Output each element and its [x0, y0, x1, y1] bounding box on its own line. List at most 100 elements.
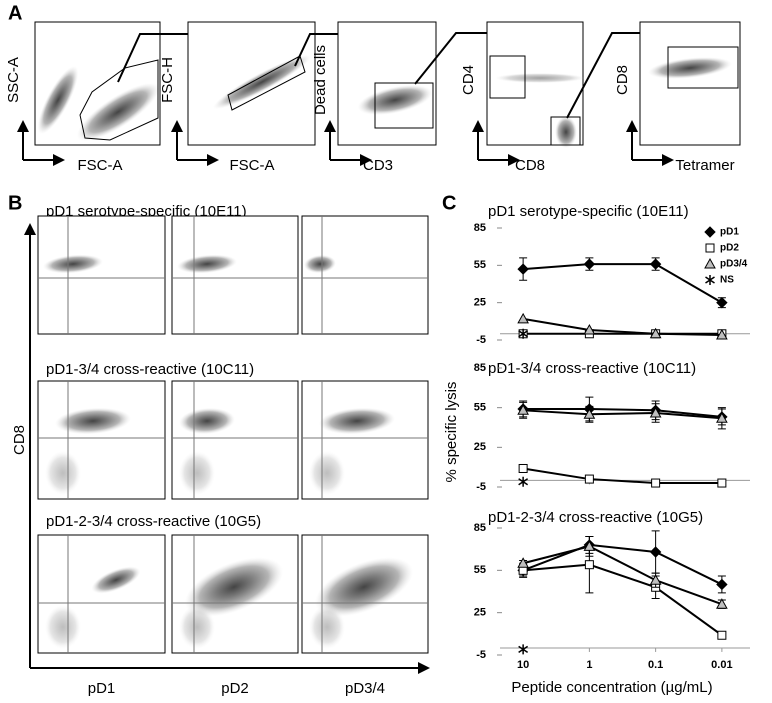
- cell-cloud: [37, 66, 79, 134]
- cell-cloud: [213, 54, 311, 110]
- gate-arrow: [117, 26, 209, 83]
- gate: [667, 46, 739, 89]
- axis-label: pD2: [221, 680, 249, 697]
- chart-title: pD1-2-3/4 cross-reactive (10G5): [488, 509, 703, 526]
- marker: [583, 324, 596, 335]
- cell-cloud: [319, 407, 395, 435]
- panel-c: C % specific lysis Peptide concentration…: [442, 192, 713, 696]
- legend-label: pD2: [720, 243, 739, 254]
- cell-cloud: [309, 451, 345, 495]
- marker: [705, 243, 715, 253]
- y-tick-label: 25: [474, 297, 486, 309]
- cell-cloud: [43, 254, 103, 274]
- axis-label: FSC-H: [159, 57, 176, 103]
- cell-cloud: [555, 116, 577, 148]
- marker: [649, 546, 662, 558]
- series: [517, 401, 728, 430]
- axis-label: CD8: [614, 65, 631, 95]
- y-tick-label: 55: [474, 564, 486, 576]
- x-tick-label: 1: [586, 659, 592, 671]
- plot-box: [301, 215, 429, 335]
- row-title: pD1-3/4 cross-reactive (10C11): [46, 361, 254, 378]
- series-line: [523, 563, 723, 637]
- gate: [550, 116, 581, 146]
- cell-cloud: [179, 407, 235, 435]
- row-title: pD1-2-3/4 cross-reactive (10G5): [46, 513, 261, 530]
- y-tick-label: 25: [474, 441, 486, 453]
- axis-label: pD1: [88, 680, 116, 697]
- gate: [374, 82, 434, 129]
- marker: [584, 474, 594, 484]
- marker: [716, 598, 728, 609]
- legend-label: pD1: [720, 227, 739, 238]
- gate: [489, 55, 526, 99]
- marker: [518, 328, 529, 339]
- marker: [717, 478, 727, 488]
- marker: [583, 540, 596, 551]
- panel-label: B: [8, 192, 22, 214]
- cell-cloud: [45, 605, 81, 649]
- cell-cloud: [309, 605, 345, 649]
- y-tick-label: 55: [474, 402, 486, 414]
- cell-cloud: [55, 407, 131, 435]
- series-line: [523, 407, 722, 418]
- marker: [583, 258, 596, 270]
- chart-title: pD1 serotype-specific (10E11): [488, 203, 689, 220]
- marker: [518, 476, 529, 487]
- marker: [716, 412, 728, 423]
- series: [517, 312, 728, 340]
- y-tick-label: 85: [474, 222, 486, 234]
- cell-cloud: [179, 451, 215, 495]
- y-tick-label: 85: [474, 362, 486, 374]
- cell-cloud: [314, 557, 414, 617]
- gate: [79, 59, 159, 141]
- marker: [704, 257, 716, 269]
- panel-b: B CD8: [8, 192, 430, 674]
- y-tick-label: 25: [474, 607, 486, 619]
- marker: [517, 404, 529, 415]
- series-line: [522, 545, 723, 606]
- axis-label: % specific lysis: [443, 382, 460, 483]
- marker: [517, 557, 529, 568]
- axis-label: Peptide concentration (µg/mL): [511, 679, 712, 696]
- cell-cloud: [357, 85, 433, 115]
- marker: [705, 275, 715, 285]
- y-tick-label: 55: [474, 259, 486, 271]
- series: [518, 476, 529, 487]
- gate: [227, 55, 306, 111]
- series: [518, 535, 727, 640]
- panel-a: A: [8, 2, 741, 148]
- marker: [517, 312, 529, 324]
- marker: [649, 406, 662, 418]
- cell-cloud: [91, 566, 141, 594]
- y-tick-label: -5: [476, 334, 486, 346]
- marker: [649, 574, 662, 585]
- panel-label: A: [8, 2, 22, 24]
- series-line: [522, 317, 722, 337]
- cell-cloud: [304, 254, 336, 274]
- cell-cloud: [177, 254, 237, 274]
- cell-cloud: [184, 557, 284, 617]
- y-tick-label: -5: [476, 649, 486, 661]
- series-line: [523, 409, 722, 420]
- marker: [651, 478, 661, 488]
- axis-label: CD8: [515, 157, 545, 174]
- x-tick-label: 0.01: [711, 659, 732, 671]
- series-line: [522, 467, 722, 485]
- x-tick-label: 10: [517, 659, 529, 671]
- series: [518, 328, 529, 339]
- marker: [583, 408, 596, 419]
- cell-cloud: [648, 57, 732, 79]
- legend-label: NS: [720, 275, 734, 286]
- series-line: [522, 543, 723, 586]
- axis-label: Tetramer: [675, 157, 734, 174]
- axis-label: pD3/4: [345, 680, 385, 697]
- y-tick-label: -5: [476, 481, 486, 493]
- series: [517, 535, 728, 609]
- plot-box: [171, 215, 299, 335]
- axis-label: CD3: [363, 157, 393, 174]
- axis-label: CD8: [11, 425, 28, 455]
- marker: [704, 226, 716, 238]
- cell-cloud: [495, 73, 585, 83]
- series: [518, 644, 529, 655]
